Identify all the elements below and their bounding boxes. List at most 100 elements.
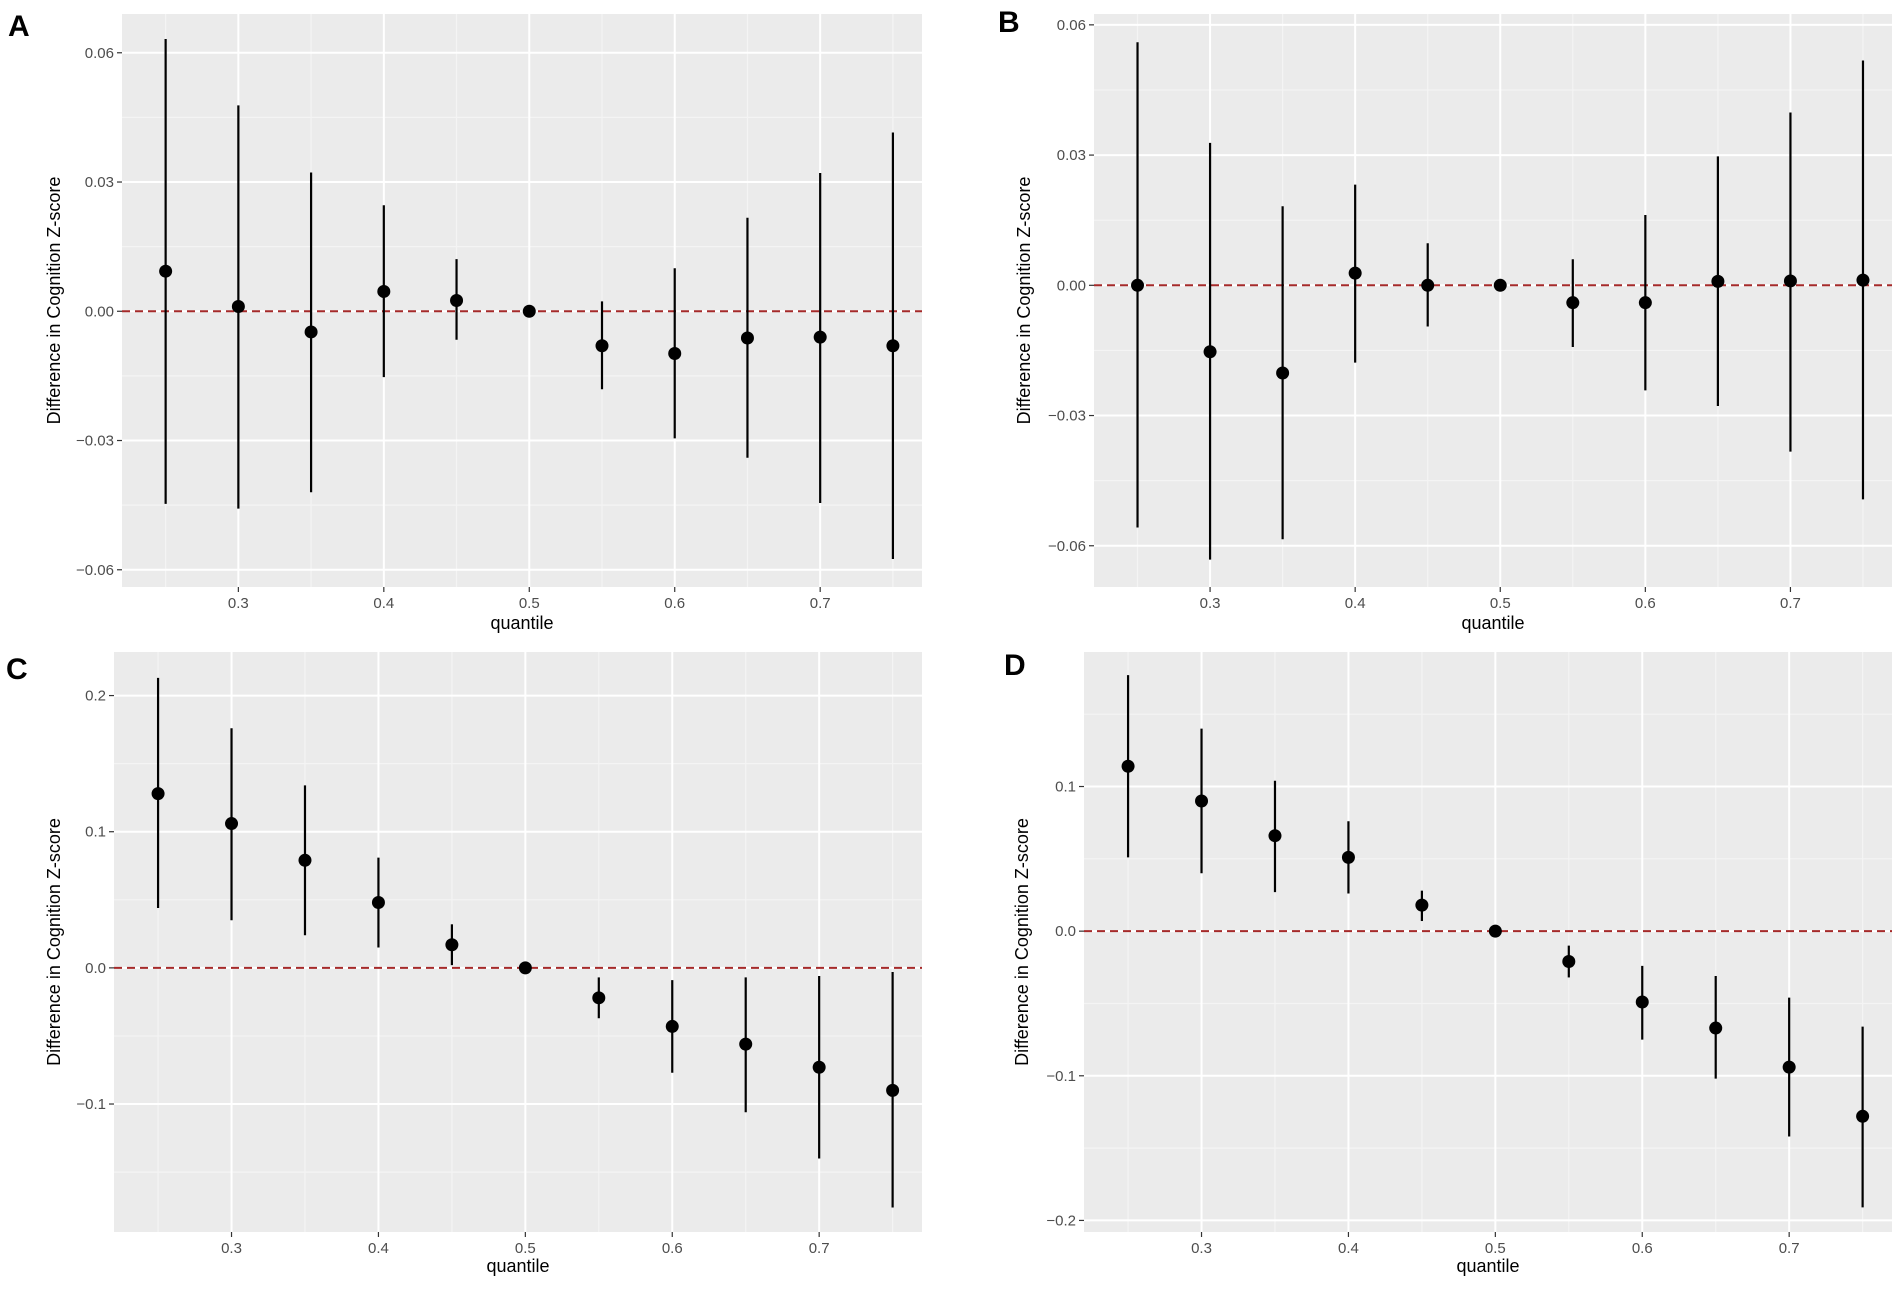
x-tick-label: 0.5 [1485,1240,1506,1257]
estimate-point [812,1060,826,1074]
x-tick-label: 0.4 [1338,1240,1359,1257]
estimate-point [1562,955,1576,969]
estimate-point [151,787,165,801]
x-tick-label: 0.6 [1635,595,1656,612]
x-tick-label: 0.6 [664,595,685,612]
estimate-point [1856,273,1870,287]
estimate-point [1782,1060,1796,1074]
y-axis-title: Difference in Cognition Z-score [1012,818,1032,1066]
estimate-point [1276,366,1290,380]
estimate-point [1195,794,1209,808]
y-tick-label: 0.2 [85,688,106,705]
y-axis-title: Difference in Cognition Z-score [1014,177,1034,425]
estimate-point [813,330,827,344]
y-tick-label: −0.2 [1046,1212,1076,1229]
x-tick-label: 0.7 [810,595,831,612]
y-tick-label: 0.06 [1057,17,1086,34]
plot-background [1094,14,1892,587]
y-tick-label: −0.03 [76,433,114,450]
estimate-point [1635,995,1649,1009]
x-tick-label: 0.5 [1490,595,1511,612]
estimate-point [1121,759,1135,773]
estimate-point [1709,1021,1723,1035]
y-tick-label: 0.00 [85,303,114,320]
panel-letter: D [1004,649,1026,682]
estimate-point [1488,924,1502,938]
panel-letter: C [6,653,28,686]
x-tick-label: 0.4 [373,595,394,612]
y-tick-label: 0.1 [1055,779,1076,796]
x-tick-label: 0.3 [221,1240,242,1257]
x-axis-title: quantile [1461,613,1524,633]
x-tick-label: 0.5 [519,595,540,612]
panel-letter: B [998,6,1020,39]
panel-b: 0.3 0.4 0.5 0.6 0.7 −0.06 −0.03 0.00 0.03 0.06 qua… [998,6,1892,633]
estimate-point [1566,296,1580,310]
estimate-point [1341,850,1355,864]
x-tick-label: 0.7 [809,1240,830,1257]
y-tick-label: −0.06 [1048,538,1086,555]
y-tick-label: 0.06 [85,45,114,62]
estimate-point [1638,296,1652,310]
estimate-point [665,1019,679,1033]
x-tick-label: 0.6 [1632,1240,1653,1257]
estimate-point [1711,274,1725,288]
estimate-point [1856,1109,1870,1123]
x-tick-label: 0.3 [1191,1240,1212,1257]
estimate-point [1203,345,1217,359]
y-tick-label: −0.06 [76,562,114,579]
estimate-point [298,853,312,867]
panel-d: 0.3 0.4 0.5 0.6 0.7 −0.2 −0.1 0.0 0.1 quantile Dif… [1004,649,1892,1276]
x-axis-title: quantile [486,1256,549,1276]
estimate-point [1783,274,1797,288]
estimate-point [1268,829,1282,843]
estimate-point [304,325,318,339]
estimate-point [1131,278,1145,292]
estimate-point [668,346,682,360]
estimate-point [522,304,536,318]
estimate-point [1415,898,1429,912]
plot-background [114,652,922,1232]
y-axis-title: Difference in Cognition Z-score [44,177,64,425]
y-axis-title: Difference in Cognition Z-score [44,818,64,1066]
x-tick-label: 0.3 [1200,595,1221,612]
x-axis-title: quantile [490,613,553,633]
y-tick-label: 0.1 [85,824,106,841]
estimate-point [231,300,245,314]
y-tick-label: −0.03 [1048,408,1086,425]
x-tick-label: 0.5 [515,1240,536,1257]
plot-background [122,14,922,587]
estimate-point [159,264,173,278]
estimate-point [1348,266,1362,280]
x-tick-label: 0.6 [662,1240,683,1257]
plot-background [1084,652,1892,1232]
estimate-point [740,331,754,345]
x-tick-label: 0.4 [1345,595,1366,612]
y-tick-label: −0.1 [76,1096,106,1113]
y-tick-label: −0.1 [1046,1068,1076,1085]
estimate-point [1421,278,1435,292]
estimate-point [1493,278,1507,292]
y-tick-label: 0.0 [85,960,106,977]
estimate-point [225,817,239,831]
estimate-point [445,938,459,952]
estimate-point [518,961,532,975]
estimate-point [377,284,391,298]
panel-a: 0.3 0.4 0.5 0.6 0.7 −0.06 −0.03 0.00 0.03 0.06 qua… [8,10,922,633]
estimate-point [886,339,900,353]
y-tick-label: 0.03 [85,174,114,191]
panel-letter: A [8,10,30,43]
x-tick-label: 0.7 [1779,1240,1800,1257]
estimate-point [595,339,609,353]
estimate-point [371,896,385,910]
y-tick-label: 0.03 [1057,147,1086,164]
panel-c: 0.3 0.4 0.5 0.6 0.7 −0.1 0.0 0.1 0.2 quantile Diff… [6,652,922,1276]
estimate-point [450,294,464,307]
y-tick-label: 0.0 [1055,923,1076,940]
estimate-point [886,1083,900,1097]
estimate-point [592,991,606,1005]
estimate-point [739,1037,753,1051]
x-axis-title: quantile [1456,1256,1519,1276]
x-tick-label: 0.4 [368,1240,389,1257]
